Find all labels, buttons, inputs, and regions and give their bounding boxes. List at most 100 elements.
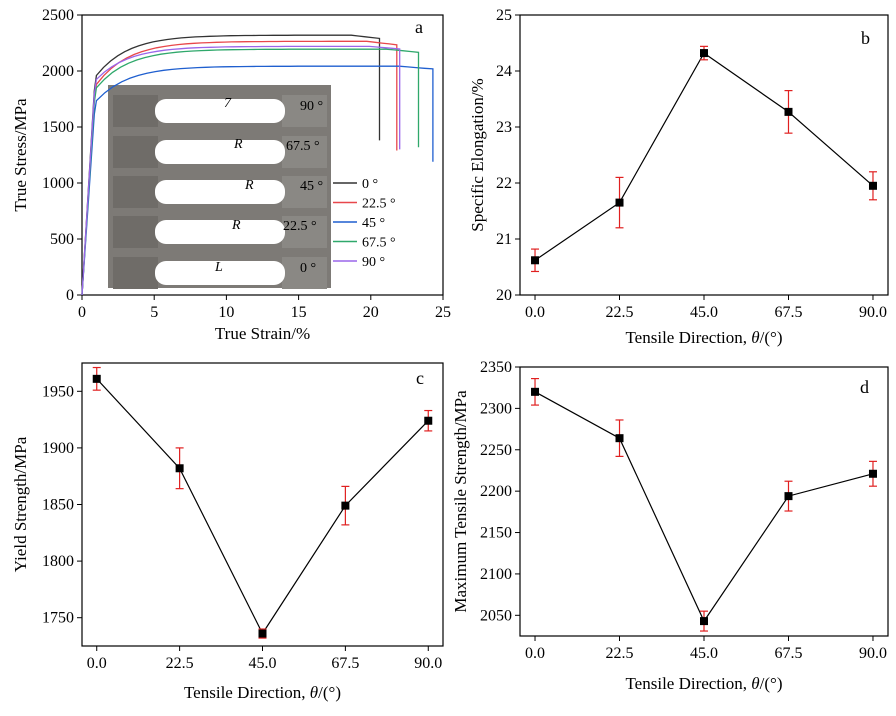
data-point [868, 181, 877, 190]
stress-strain-curve [81, 48, 420, 296]
panel-c-xtick-label: 45.0 [249, 655, 277, 672]
photo-angle-label: 45 ° [300, 179, 323, 194]
panel-d-ytick-label: 2250 [480, 442, 512, 459]
data-point [531, 387, 540, 396]
panel-a-xtick-label: 20 [363, 304, 379, 321]
panel-c-ytick-label: 1950 [42, 383, 74, 400]
stress-strain-curve [81, 45, 401, 296]
panel-d-ytick-label: 2100 [480, 566, 512, 583]
panel-a-frame [81, 14, 444, 296]
data-line [96, 378, 429, 635]
grip-right [282, 95, 327, 127]
data-point [258, 629, 267, 638]
x-axis-title: Tensile Direction, θ/(°) [625, 674, 782, 693]
panel-b-xtick-label: 22.5 [606, 304, 634, 321]
grip-left [113, 216, 158, 248]
panel-c-ytick-label: 1800 [42, 553, 74, 570]
stress-strain-curve [81, 40, 398, 296]
panel-b-ytick-label: 21 [496, 231, 512, 248]
panel-a-ytick-label: 0 [66, 287, 74, 304]
grip-left [113, 257, 158, 289]
data-point [868, 469, 877, 478]
specimen-gauge [155, 180, 285, 204]
legend-label: 67.5 ° [362, 236, 396, 251]
panel-d-ytick-label: 2300 [480, 400, 512, 417]
legend-label: 45 ° [362, 216, 385, 231]
photo-angle-label: 0 ° [300, 261, 316, 276]
panel-d-xtick-label: 0.0 [525, 645, 545, 662]
panel-b-xtick-label: 45.0 [690, 304, 718, 321]
stress-strain-curve [81, 65, 434, 296]
panel-a-xtick-label: 25 [435, 304, 451, 321]
data-point [424, 416, 433, 425]
specimen-mark: L [214, 260, 223, 275]
panel-d-xtick-label: 22.5 [606, 645, 634, 662]
y-axis-title: Specific Elongation/% [468, 78, 487, 231]
data-point [175, 464, 184, 473]
legend-label: 90 ° [362, 255, 385, 270]
panel-a-xtick-label: 15 [291, 304, 307, 321]
panel-b-ytick-label: 22 [496, 175, 512, 192]
panel-a-xtick-label: 5 [150, 304, 158, 321]
panel-d: 2050 2100 2150 2200 2250 2300 2350 0.0 22.5 45.0 6… [451, 359, 889, 693]
panel-c-xtick-label: 0.0 [87, 655, 107, 672]
data-point [700, 617, 708, 626]
panel-d-ytick-label: 2200 [480, 483, 512, 500]
panel-b-xtick-label: 67.5 [774, 304, 802, 321]
panel-a-ytick-label: 2000 [42, 63, 74, 80]
specimen-photo: 7 R R R L 90 ° 67.5 ° 45 ° 22.5 ° 0 ° [108, 85, 331, 289]
panel-d-ytick-label: 2050 [480, 607, 512, 624]
x-axis-title: Tensile Direction, θ/(°) [625, 328, 782, 347]
panel-b-ytick-label: 24 [496, 63, 512, 80]
grip-left [113, 95, 158, 127]
photo-angle-label: 67.5 ° [286, 139, 320, 154]
photo-angle-label: 90 ° [300, 99, 323, 114]
data-point [615, 198, 624, 207]
panel-d-ytick-label: 2150 [480, 525, 512, 542]
specimen-mark: R [244, 178, 254, 193]
panel-a-ytick-label: 500 [50, 231, 74, 248]
panel-d-frame [519, 366, 889, 637]
grip-right [282, 176, 327, 208]
panel-c-ytick-label: 1850 [42, 497, 74, 514]
data-point [92, 374, 101, 383]
panel-b-ytick-label: 25 [496, 7, 512, 24]
grip-right [282, 136, 327, 168]
specimen-gauge [155, 99, 285, 123]
data-point [531, 256, 540, 265]
panel-a-ytick-label: 2500 [42, 7, 74, 24]
panel-b-ytick-label: 23 [496, 119, 512, 136]
data-point [700, 49, 708, 58]
panel-b-xtick-label: 90.0 [859, 304, 887, 321]
grip-left [113, 136, 158, 168]
panel-c-xtick-label: 67.5 [331, 655, 359, 672]
panel-c-xtick-label: 22.5 [166, 655, 194, 672]
x-axis-title: Tensile Direction, θ/(°) [184, 683, 341, 702]
specimen-mark: R [231, 218, 241, 233]
panel-c: 1750 1800 1850 1900 1950 0.0 22.5 45.0 67.5 90.0 c… [11, 362, 444, 702]
y-axis-title: Maximum Tensile Strength/MPa [451, 390, 470, 613]
grip-right [282, 257, 327, 289]
data-point [341, 501, 350, 510]
specimen-gauge [155, 261, 285, 285]
data-point [784, 492, 793, 501]
panel-b: 20 21 22 23 24 25 0.0 22.5 45.0 67.5 90.0 b Tensile … [468, 7, 889, 347]
panel-label: a [415, 17, 423, 37]
panel-b-xtick-label: 0.0 [525, 304, 545, 321]
panel-c-ytick-label: 1750 [42, 610, 74, 627]
panel-c-xtick-label: 90.0 [414, 655, 442, 672]
grip-right [282, 216, 327, 248]
panel-a-xtick-label: 10 [218, 304, 234, 321]
specimen-gauge [155, 220, 285, 244]
data-line [534, 52, 874, 261]
data-line [534, 391, 874, 623]
y-axis-title: True Stress/MPa [11, 98, 30, 212]
panel-c-frame [81, 362, 444, 647]
y-axis-title: Yield Strength/MPa [11, 436, 30, 572]
panel-c-ytick-label: 1900 [42, 440, 74, 457]
panel-label: c [416, 368, 424, 388]
panel-d-ytick-label: 2350 [480, 359, 512, 376]
stress-strain-curve [81, 34, 381, 296]
legend: 0 ° 22.5 ° 45 ° 67.5 ° 90 ° [333, 177, 396, 270]
